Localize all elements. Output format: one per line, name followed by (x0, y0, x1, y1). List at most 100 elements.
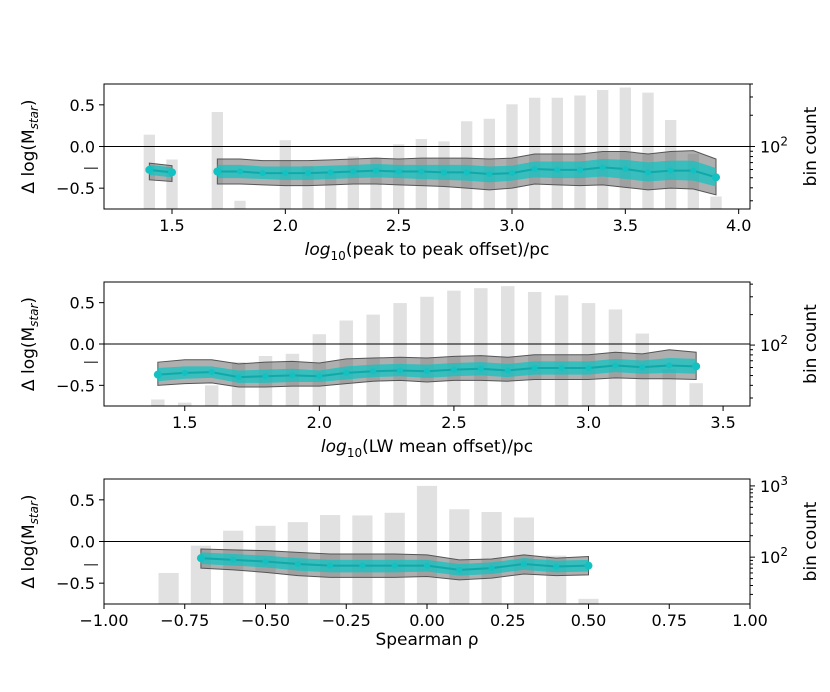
y2-axis-label: bin count (801, 304, 821, 384)
median-point (235, 374, 242, 381)
median-point (230, 556, 237, 563)
x-ticks: 1.5 2.0 2.5 3.0 3.5 (172, 406, 736, 432)
bin-count-bar (554, 295, 569, 406)
x-tick-label: 0.25 (490, 611, 526, 630)
median-point (373, 167, 379, 174)
bin-count-bar (302, 165, 314, 209)
bin-count-bar (642, 92, 654, 209)
x-tick-label: 3.0 (576, 413, 601, 432)
median-point (343, 369, 350, 376)
bin-count-bar (158, 572, 179, 604)
median-point (441, 169, 447, 176)
y-tick-label: 0.0 (70, 138, 95, 157)
bin-count-bar (574, 95, 586, 209)
y-axis-label: Δ log(Mstar) (19, 494, 41, 588)
median-point (262, 558, 269, 565)
y2-axis-label: bin count (801, 106, 821, 186)
y-tick-label: −0.5 (56, 179, 95, 198)
bin-count-bar (474, 288, 488, 406)
x-tick-label: 1.5 (172, 413, 197, 432)
x-tick-label: 1.00 (732, 611, 768, 630)
bin-count-bar (166, 159, 178, 209)
x-tick-label: 3.5 (710, 413, 735, 432)
y2-tick-label: 103 (760, 474, 788, 496)
median-point (584, 561, 593, 570)
median-point (424, 562, 430, 569)
bin-count-bar (501, 286, 515, 406)
y-tick-label: 0.0 (70, 335, 95, 354)
y2-ticks: 102 103 (750, 474, 788, 595)
y2-tick-label: 102 (760, 135, 788, 157)
x-tick-label: 0.00 (409, 611, 445, 630)
bin-count-bar (597, 90, 609, 209)
median-point (145, 165, 154, 174)
median-point (486, 171, 493, 177)
median-point (391, 562, 398, 569)
bin-count-bar (619, 87, 631, 209)
bin-count-bar (416, 485, 438, 604)
bin-count-bar (449, 509, 470, 604)
x-ticks: 1.5 2.0 2.5 3.0 3.5 4.0 (159, 209, 751, 235)
median-points (196, 554, 593, 573)
median-point (237, 168, 243, 175)
median-point (585, 364, 592, 371)
bin-count-bar (506, 104, 518, 209)
median-point (370, 368, 377, 375)
median-point (213, 167, 222, 176)
median-point (666, 362, 673, 369)
panel-lw-mean-offset: 1.5 2.0 2.5 3.0 3.5 0.5 0.0 −0.5 102 log10(LW … (19, 281, 821, 460)
median-point (282, 170, 289, 177)
bin-count-bar (689, 383, 703, 406)
x-tick-label: 2.5 (386, 216, 411, 235)
median-point (294, 561, 301, 567)
y-tick-label: 0.5 (70, 491, 95, 510)
median-points (153, 362, 701, 381)
median-point (289, 372, 296, 379)
y-ticks: 0.5 0.0 −0.5 (56, 294, 104, 395)
median-point (463, 169, 470, 176)
y-ticks: 0.5 0.0 −0.5 (56, 96, 104, 198)
bin-count-bar (551, 97, 563, 209)
bin-count-bar (527, 291, 542, 406)
bin-count-bar (234, 200, 246, 209)
bin-count-bar (204, 385, 219, 406)
median-point (488, 565, 495, 572)
y-axis-label: Δ log(Mstar) (19, 99, 41, 193)
x-tick-label: 3.5 (613, 216, 638, 235)
x-tick-label: 2.0 (273, 216, 298, 235)
median-point (667, 167, 674, 174)
y-tick-label: 0.5 (70, 294, 95, 313)
y-axis-label: Δ log(Mstar) (19, 297, 41, 391)
y2-ticks: 102 (750, 283, 788, 399)
x-tick-label: 0.75 (651, 611, 687, 630)
median-point (259, 170, 266, 177)
median-point (690, 167, 697, 174)
median-point (639, 364, 646, 371)
x-tick-label: 2.0 (307, 413, 332, 432)
median-point (692, 362, 701, 371)
x-tick-label: 1.5 (159, 216, 184, 235)
median-point (577, 166, 583, 173)
x-axis-label: Spearman ρ (375, 630, 478, 650)
bin-count-bar (178, 402, 192, 406)
median-point (418, 168, 425, 175)
median-point (531, 364, 538, 371)
median-point (395, 168, 402, 175)
median-point (350, 168, 357, 175)
y2-tick-label: 102 (760, 333, 788, 355)
x-tick-label: 2.5 (441, 413, 466, 432)
median-point (456, 566, 463, 573)
median-point (327, 169, 334, 176)
bin-count-bar (151, 399, 165, 406)
bin-count-bar (710, 196, 722, 209)
median-point (599, 164, 606, 171)
y2-axis-label: bin count (801, 501, 821, 581)
median-point (554, 166, 561, 173)
median-point (168, 168, 176, 177)
median-point (305, 170, 311, 177)
x-tick-label: −1.00 (79, 611, 128, 630)
median-point (504, 367, 511, 374)
median-point (208, 369, 215, 376)
x-tick-label: 4.0 (726, 216, 751, 235)
